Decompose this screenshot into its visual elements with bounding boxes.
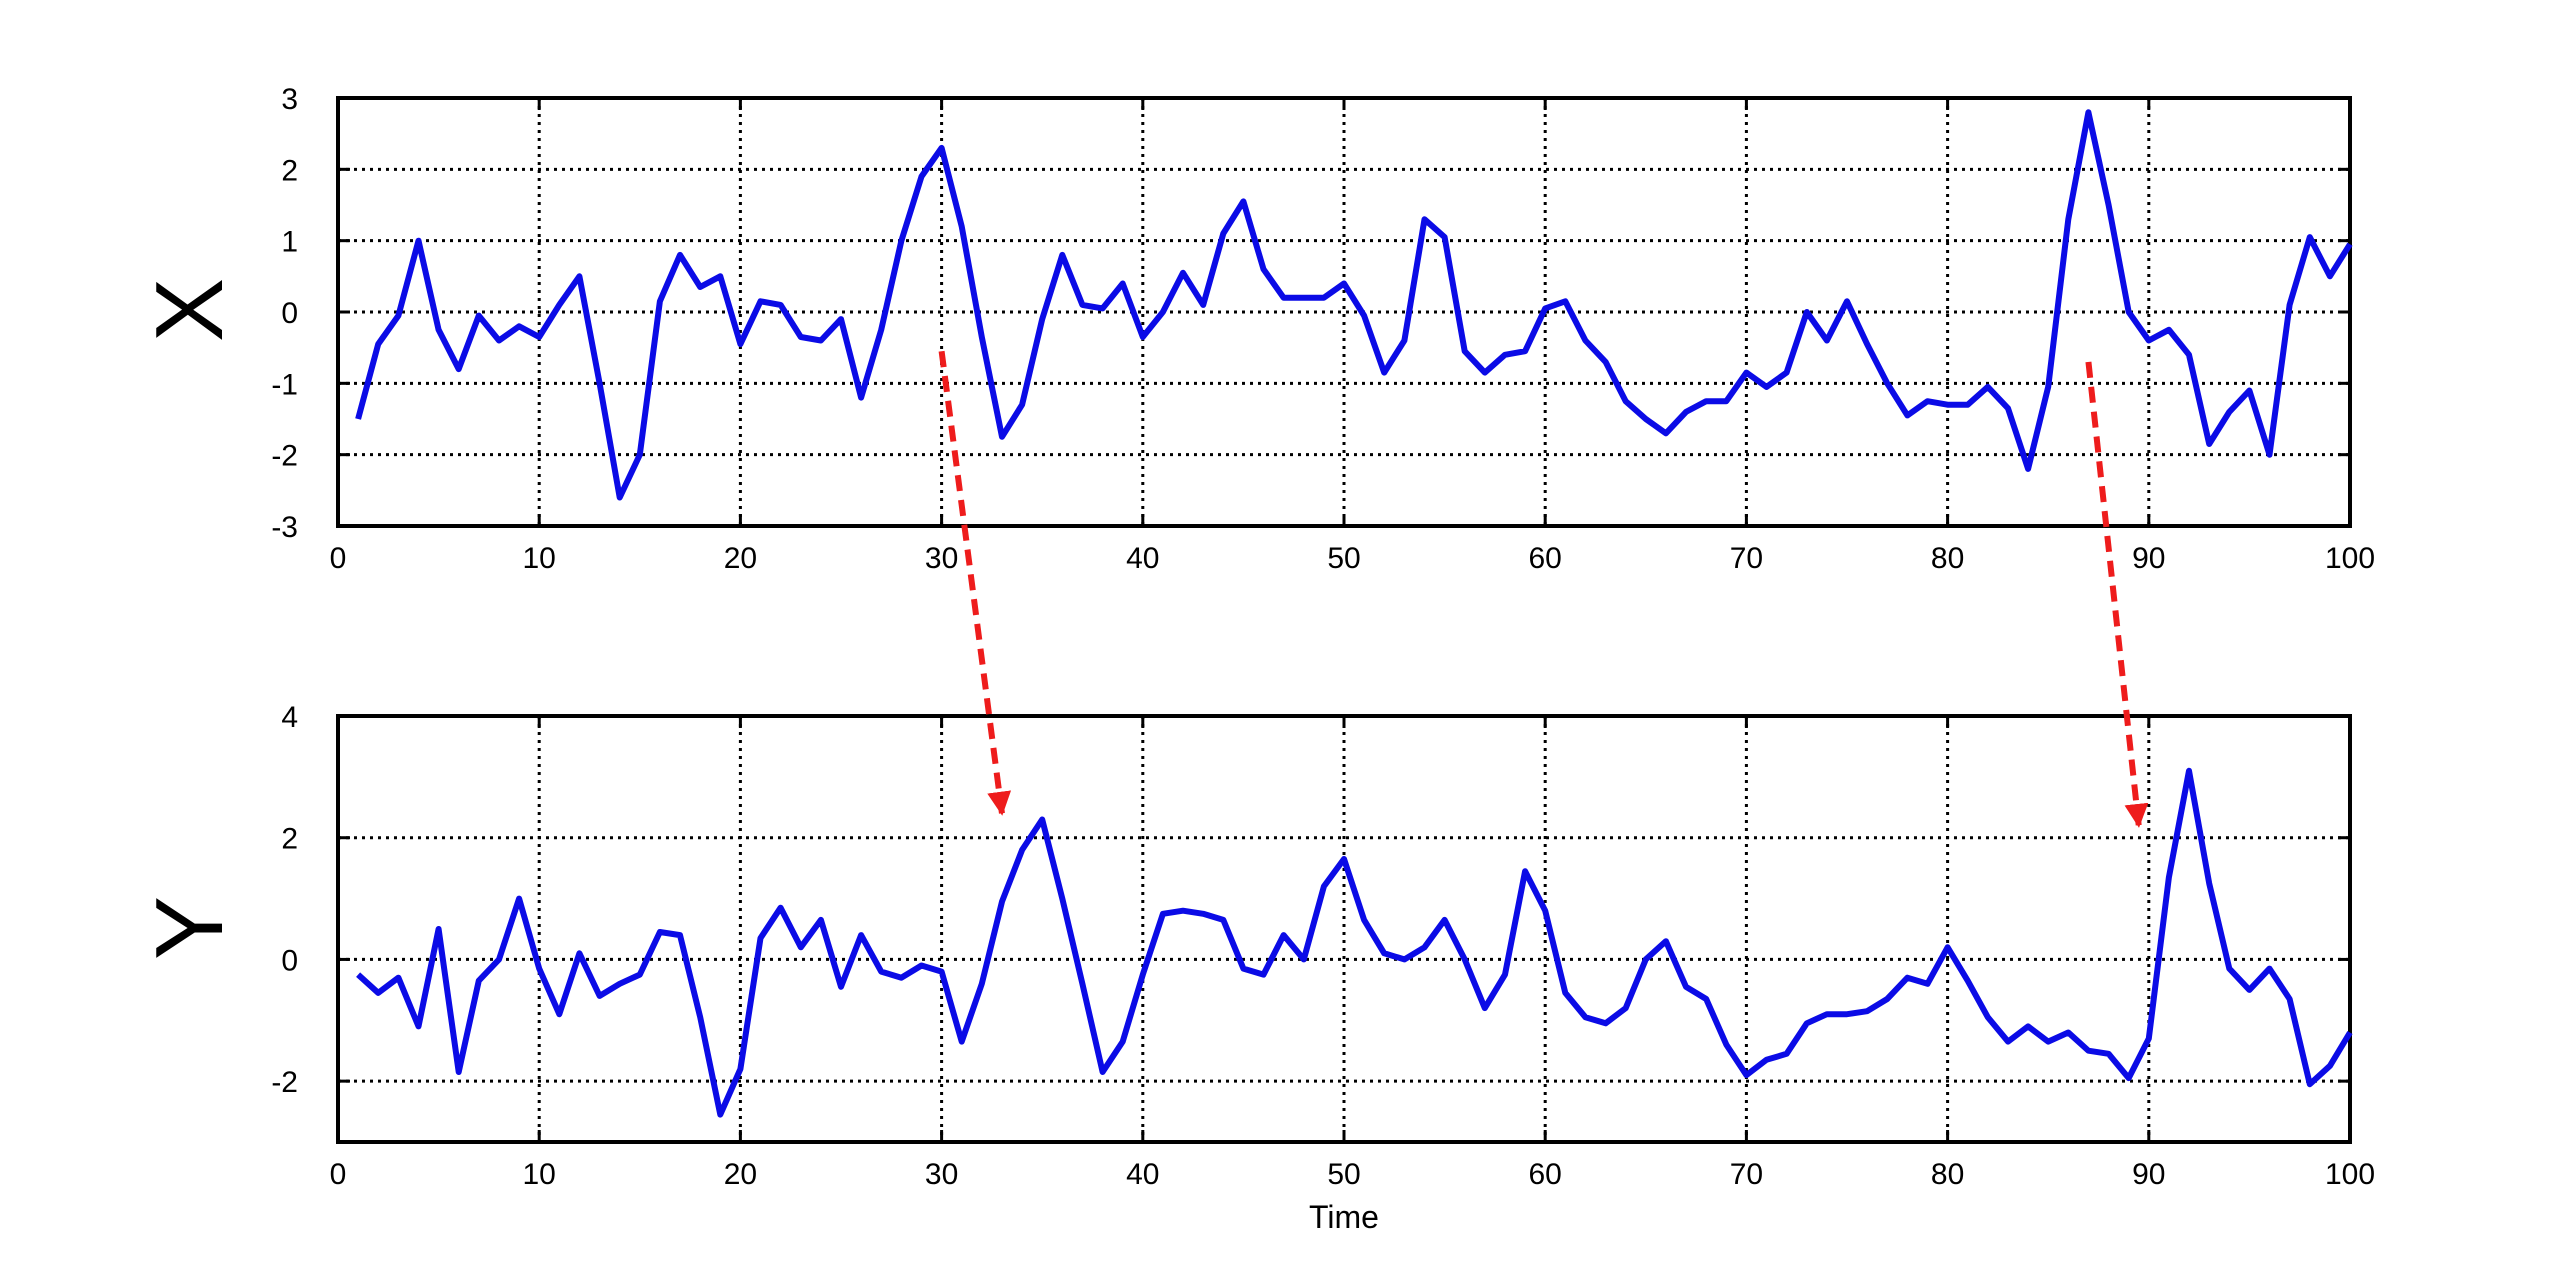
y-tick-label: 0 xyxy=(281,944,298,977)
x-axis-label: Time xyxy=(1309,1199,1379,1235)
lag-arrow xyxy=(938,350,1012,816)
lag-arrow xyxy=(2085,361,2149,828)
y-tick-label: -2 xyxy=(271,440,298,473)
x-tick-label: 40 xyxy=(1126,542,1159,575)
y-tick-label: -1 xyxy=(271,368,298,401)
y-axis-label: X xyxy=(136,278,243,342)
x-tick-label: 50 xyxy=(1327,1158,1360,1191)
x-tick-label: 70 xyxy=(1730,542,1763,575)
x-panel: 0 10 20 30 40 50 60 70 80 90 100 -3 -2 -1 0 1 2 3 X xyxy=(136,83,2375,575)
x-tick-label: 20 xyxy=(724,542,757,575)
x-tick-label: 100 xyxy=(2325,1158,2375,1191)
series-line xyxy=(355,109,2353,501)
x-tick-label: 100 xyxy=(2325,542,2375,575)
x-tick-label: 90 xyxy=(2132,542,2165,575)
x-tick-label: 0 xyxy=(330,542,347,575)
y-tick-label: 1 xyxy=(281,226,298,259)
y-tick-label: 4 xyxy=(281,701,298,734)
x-tick-label: 90 xyxy=(2132,1158,2165,1191)
y-tick-label: -2 xyxy=(271,1066,298,1099)
y-tick-label: 2 xyxy=(281,823,298,856)
y-tick-label: 0 xyxy=(281,297,298,330)
x-tick-label: 80 xyxy=(1931,1158,1964,1191)
y-axis-label: Y xyxy=(136,896,243,960)
series-line xyxy=(356,767,2353,1118)
x-tick-label: 10 xyxy=(523,542,556,575)
y-panel: 0 10 20 30 40 50 60 70 80 90 100 -2 0 2 4 Y Time xyxy=(136,701,2375,1235)
lag-arrows xyxy=(938,350,2149,828)
y-tick-label: -3 xyxy=(271,511,298,544)
y-tick-label: 2 xyxy=(281,154,298,187)
x-tick-label: 40 xyxy=(1126,1158,1159,1191)
x-tick-label: 0 xyxy=(330,1158,347,1191)
x-tick-label: 30 xyxy=(925,1158,958,1191)
x-tick-label: 70 xyxy=(1730,1158,1763,1191)
x-tick-label: 20 xyxy=(724,1158,757,1191)
y-tick-label: 3 xyxy=(281,83,298,116)
x-tick-label: 80 xyxy=(1931,542,1964,575)
x-tick-label: 60 xyxy=(1529,1158,1562,1191)
x-tick-label: 10 xyxy=(523,1158,556,1191)
x-tick-label: 30 xyxy=(925,542,958,575)
x-tick-label: 50 xyxy=(1327,542,1360,575)
x-tick-label: 60 xyxy=(1529,542,1562,575)
